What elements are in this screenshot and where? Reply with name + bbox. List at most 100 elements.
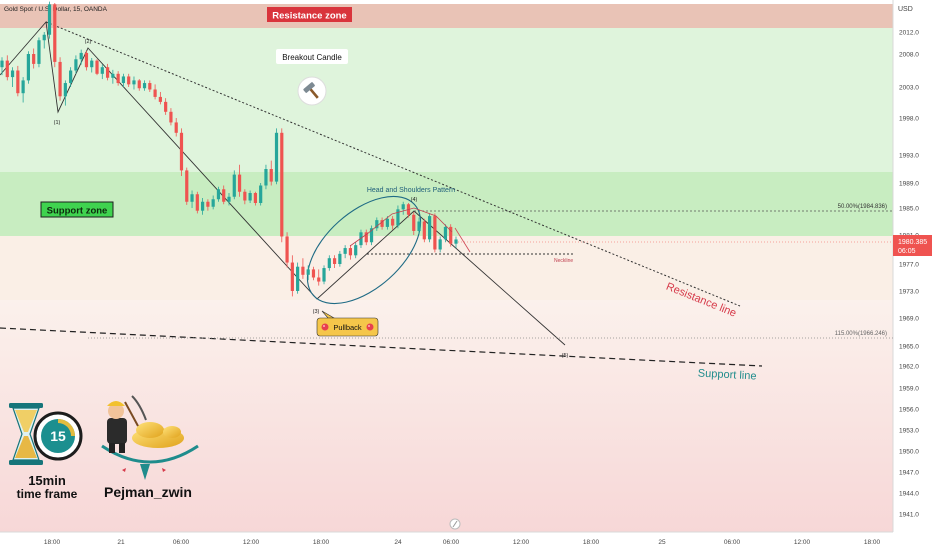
candle-body xyxy=(179,132,184,171)
current-price-value: 1980.385 xyxy=(898,239,927,246)
author-name: Pejman_zwin xyxy=(104,484,192,500)
candle-body xyxy=(158,96,162,102)
candle-body xyxy=(84,52,89,68)
logo-timeframe-line2: time frame xyxy=(17,487,78,501)
wave-label-4: (4) xyxy=(411,197,418,203)
candle-body xyxy=(90,60,94,68)
candle-body xyxy=(412,214,416,231)
candle-body xyxy=(148,83,152,90)
band-lower xyxy=(0,300,893,532)
candle-body xyxy=(69,70,73,84)
candle-body xyxy=(264,169,268,186)
candle-body xyxy=(16,70,20,94)
price-axis-panel[interactable] xyxy=(893,0,932,550)
candle-body xyxy=(274,132,279,182)
time-tick-label: 18:00 xyxy=(583,539,600,546)
price-tick-label: 1953.0 xyxy=(899,428,919,435)
time-tick-label: 18:00 xyxy=(864,539,881,546)
resistance-zone-label-bg xyxy=(267,7,352,22)
candle-body xyxy=(164,101,168,112)
time-tick-label: 21 xyxy=(117,539,125,546)
pattern-label: Head and Shoulders Pattern xyxy=(367,187,455,194)
candle-body xyxy=(195,194,199,211)
candle-body xyxy=(243,191,247,201)
candle-body xyxy=(21,80,25,94)
time-tick-label: 18:00 xyxy=(313,539,330,546)
candle-body xyxy=(216,189,221,200)
price-tick-label: 1977.0 xyxy=(899,262,919,269)
price-tick-label: 1950.0 xyxy=(899,449,919,456)
support-zone xyxy=(0,172,893,236)
candle-body xyxy=(443,226,448,240)
miner-logo xyxy=(101,395,199,480)
time-tick-label: 12:00 xyxy=(794,539,811,546)
time-tick-label: 06:00 xyxy=(443,539,460,546)
wave-label-1: (1) xyxy=(54,120,61,126)
price-tick-label: 2008.0 xyxy=(899,52,919,59)
candle-body xyxy=(95,60,99,74)
time-axis-panel[interactable] xyxy=(0,532,893,550)
time-tick-label: 06:00 xyxy=(724,539,741,546)
candle-body xyxy=(142,83,147,89)
candle-body xyxy=(121,76,126,84)
price-tick-label: 1962.0 xyxy=(899,364,919,371)
candle-body xyxy=(153,89,157,97)
countdown-value: 06:05 xyxy=(898,248,916,255)
currency-label: USD xyxy=(898,6,913,13)
support-line-label: Support line xyxy=(698,367,757,382)
candle-body xyxy=(449,226,453,244)
logo-timeframe-line1: 15min xyxy=(28,473,66,488)
candle-body xyxy=(137,80,141,89)
candle-body xyxy=(290,262,294,291)
pullback-emoji-left xyxy=(321,323,329,331)
price-tick-label: 2012.0 xyxy=(899,30,919,37)
candle-body xyxy=(332,258,337,264)
wave-label-5: (5) xyxy=(562,353,569,359)
candle-body xyxy=(285,236,289,263)
candle-body xyxy=(211,199,215,207)
band-green xyxy=(0,28,893,172)
price-tick-label: 1965.0 xyxy=(899,344,919,351)
resistance-zone-label: Resistance zone xyxy=(272,11,346,22)
price-tick-label: 1969.0 xyxy=(899,316,919,323)
candle-body xyxy=(438,239,442,250)
time-tick-label: 12:00 xyxy=(513,539,530,546)
candle-body xyxy=(322,268,326,282)
resistance-zone xyxy=(0,4,893,28)
time-tick-label: 24 xyxy=(394,539,402,546)
candle-body xyxy=(237,174,242,192)
hourglass-logo xyxy=(9,403,43,465)
breakout-callout-bg xyxy=(276,49,348,64)
candle-body xyxy=(100,67,104,74)
candle-body xyxy=(127,76,131,85)
candle-body xyxy=(375,220,379,229)
price-tick-label: 1989.0 xyxy=(899,181,919,188)
candle-body xyxy=(380,220,384,227)
price-tick-label: 1956.0 xyxy=(899,407,919,414)
candle-body xyxy=(58,61,62,97)
candle-body xyxy=(206,201,210,207)
candle-body xyxy=(454,239,458,244)
candle-body xyxy=(391,218,395,226)
hammer-icon xyxy=(303,82,319,99)
candle-body xyxy=(74,59,78,71)
candle-body xyxy=(185,170,189,202)
pattern-shoulder-line xyxy=(349,207,453,247)
price-ticks: 2012.0 2008.0 2003.0 1998.0 1993.0 1989.0 1985… xyxy=(899,30,919,519)
candle-body xyxy=(417,221,421,231)
candle-body xyxy=(428,216,432,240)
candle-body xyxy=(63,83,67,97)
time-tick-label: 18:00 xyxy=(44,539,61,546)
scroll-icon[interactable] xyxy=(449,518,461,530)
price-tick-label: 1985.0 xyxy=(899,206,919,213)
candle-body xyxy=(280,132,284,237)
wave-label-2: (2) xyxy=(85,39,92,45)
candle-body xyxy=(105,67,110,78)
candle-body xyxy=(301,266,305,275)
candle-body xyxy=(26,54,30,81)
candle-body xyxy=(385,218,389,227)
fib-50-label: 50.00%(1984.836) xyxy=(838,204,887,210)
band-mid xyxy=(0,236,893,300)
